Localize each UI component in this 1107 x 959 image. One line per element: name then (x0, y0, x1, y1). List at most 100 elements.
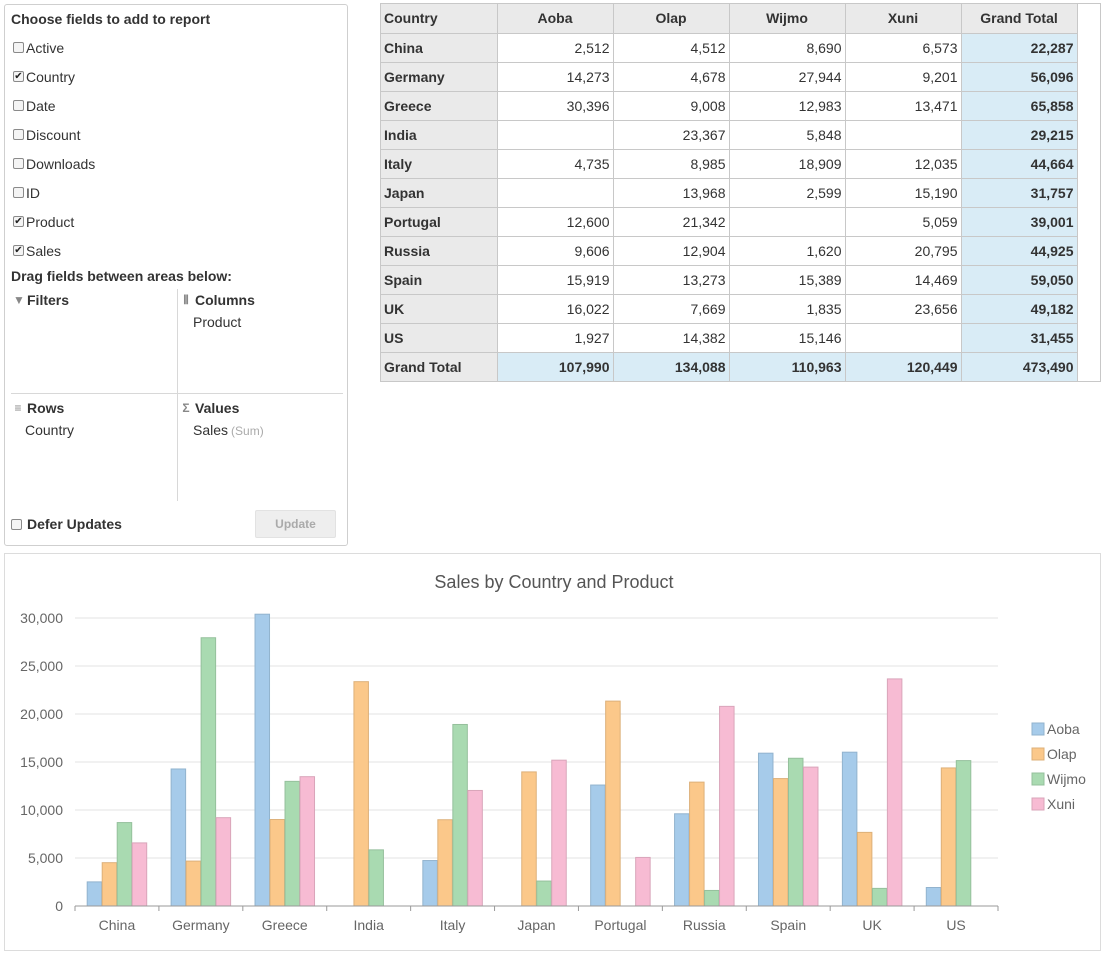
value-cell[interactable]: 134,088 (613, 352, 730, 381)
row-header[interactable]: Italy (381, 149, 498, 179)
bar-aoba-russia[interactable] (674, 813, 690, 907)
value-cell[interactable]: 1,620 (729, 236, 846, 266)
value-cell[interactable]: 1,835 (729, 294, 846, 324)
row-header[interactable]: India (381, 120, 498, 150)
defer-updates-toggle[interactable]: Defer Updates (11, 516, 122, 532)
field-checkbox[interactable]: ✔ (13, 215, 24, 227)
bar-wijmo-germany[interactable] (200, 637, 217, 907)
row-header[interactable]: Japan (381, 178, 498, 208)
row-header[interactable]: UK (381, 294, 498, 324)
bar-wijmo-spain[interactable] (787, 757, 804, 907)
grand-total-cell[interactable]: 44,925 (961, 236, 1078, 266)
value-cell[interactable]: 30,396 (497, 91, 614, 121)
bar-wijmo-greece[interactable] (284, 780, 301, 907)
row-header[interactable]: Germany (381, 62, 498, 92)
bar-aoba-italy[interactable] (422, 860, 438, 907)
field-checkbox[interactable] (13, 100, 24, 111)
bar-aoba-greece[interactable] (254, 613, 271, 907)
grand-total-cell[interactable]: 31,455 (961, 323, 1078, 353)
bar-wijmo-us[interactable] (955, 760, 972, 907)
value-cell[interactable]: 107,990 (497, 352, 614, 381)
bar-aoba-us[interactable] (925, 887, 942, 907)
pivot-corner-header[interactable]: Country (381, 4, 498, 34)
value-cell[interactable] (845, 323, 962, 353)
row-header[interactable]: Russia (381, 236, 498, 266)
field-downloads[interactable]: Downloads (13, 149, 95, 178)
bar-wijmo-uk[interactable] (871, 887, 888, 907)
grand-total-cell[interactable]: 49,182 (961, 294, 1078, 324)
value-cell[interactable]: 9,008 (613, 91, 730, 121)
value-cell[interactable]: 14,382 (613, 323, 730, 353)
bar-xuni-china[interactable] (131, 842, 148, 907)
bar-xuni-japan[interactable] (551, 759, 567, 907)
value-cell[interactable]: 27,944 (729, 62, 846, 92)
grand-total-cell[interactable]: 29,215 (961, 120, 1078, 150)
row-header[interactable]: US (381, 323, 498, 353)
bar-xuni-spain[interactable] (802, 766, 819, 907)
field-country[interactable]: ✔ Country (13, 62, 95, 91)
value-cell[interactable]: 15,190 (845, 178, 962, 208)
column-header[interactable]: Olap (613, 4, 730, 34)
bar-wijmo-russia[interactable] (704, 889, 720, 907)
value-cell[interactable]: 9,201 (845, 62, 962, 92)
grand-total-header[interactable]: Grand Total (381, 352, 498, 381)
value-cell[interactable]: 6,573 (845, 33, 962, 63)
grand-total-cell[interactable]: 59,050 (961, 265, 1078, 295)
value-cell[interactable]: 12,983 (729, 91, 846, 121)
value-cell[interactable]: 18,909 (729, 149, 846, 179)
value-cell[interactable]: 14,469 (845, 265, 962, 295)
bar-wijmo-japan[interactable] (536, 880, 552, 907)
defer-updates-checkbox[interactable] (11, 518, 22, 530)
grand-total-cell[interactable]: 31,757 (961, 178, 1078, 208)
value-cell[interactable]: 2,599 (729, 178, 846, 208)
bar-olap-russia[interactable] (689, 781, 705, 907)
field-checkbox[interactable] (13, 158, 24, 169)
value-cell[interactable]: 4,735 (497, 149, 614, 179)
column-header[interactable]: Wijmo (729, 4, 846, 34)
columns-field-product[interactable]: Product (193, 314, 242, 330)
bar-olap-germany[interactable] (185, 860, 202, 907)
field-active[interactable]: Active (13, 33, 95, 62)
value-cell[interactable]: 110,963 (729, 352, 846, 381)
value-cell[interactable]: 2,512 (497, 33, 614, 63)
field-checkbox[interactable] (13, 129, 24, 140)
value-cell[interactable]: 9,606 (497, 236, 614, 266)
values-area[interactable]: Σ Values Sales (Sum) (181, 400, 341, 496)
field-date[interactable]: Date (13, 91, 95, 120)
row-header[interactable]: Greece (381, 91, 498, 121)
field-discount[interactable]: Discount (13, 120, 95, 149)
values-field-sales[interactable]: Sales (Sum) (193, 422, 341, 438)
bar-aoba-china[interactable] (86, 881, 103, 907)
bar-xuni-germany[interactable] (215, 817, 232, 907)
grand-total-cell[interactable]: 44,664 (961, 149, 1078, 179)
grand-total-cell[interactable]: 39,001 (961, 207, 1078, 237)
bar-olap-greece[interactable] (269, 819, 286, 907)
bar-xuni-russia[interactable] (719, 705, 735, 907)
value-cell[interactable]: 15,919 (497, 265, 614, 295)
value-cell[interactable]: 12,904 (613, 236, 730, 266)
value-cell[interactable]: 20,795 (845, 236, 962, 266)
field-checkbox[interactable]: ✔ (13, 244, 24, 256)
value-cell[interactable] (497, 120, 614, 150)
filters-area[interactable]: ▼ Filters (13, 292, 173, 388)
value-cell[interactable] (729, 207, 846, 237)
bar-olap-japan[interactable] (521, 771, 537, 907)
value-cell[interactable]: 13,968 (613, 178, 730, 208)
value-cell[interactable]: 5,848 (729, 120, 846, 150)
field-checkbox[interactable]: ✔ (13, 70, 24, 82)
bar-xuni-greece[interactable] (299, 776, 316, 907)
bar-wijmo-china[interactable] (116, 822, 133, 907)
value-cell[interactable]: 12,600 (497, 207, 614, 237)
row-header[interactable]: Portugal (381, 207, 498, 237)
value-cell[interactable]: 7,669 (613, 294, 730, 324)
bar-xuni-italy[interactable] (467, 789, 483, 907)
column-header[interactable]: Aoba (497, 4, 614, 34)
value-cell[interactable]: 13,273 (613, 265, 730, 295)
bar-aoba-portugal[interactable] (590, 784, 606, 907)
value-cell[interactable]: 5,059 (845, 207, 962, 237)
bar-aoba-uk[interactable] (841, 751, 858, 907)
value-cell[interactable] (845, 120, 962, 150)
pivot-grid[interactable]: Country Aoba Olap Wijmo Xuni Grand Total… (380, 3, 1101, 382)
bar-xuni-portugal[interactable] (635, 856, 651, 907)
value-cell[interactable]: 1,927 (497, 323, 614, 353)
